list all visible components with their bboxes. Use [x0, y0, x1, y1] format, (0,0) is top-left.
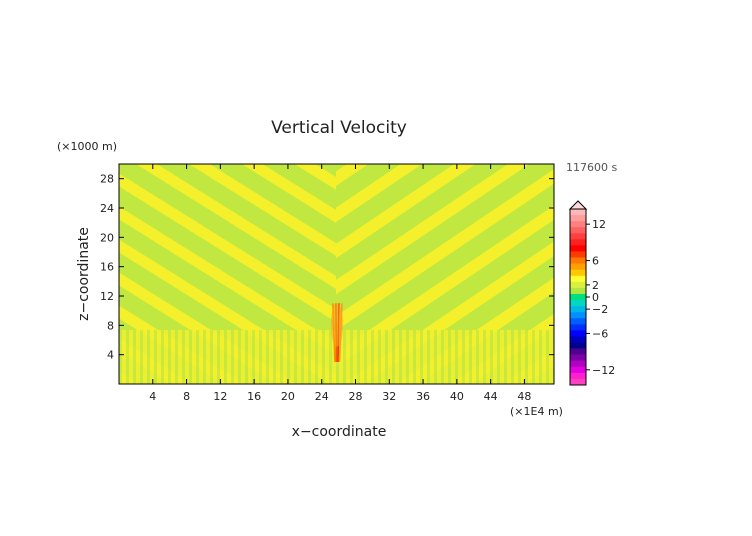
x-tick-label: 36 — [416, 390, 430, 403]
colorbar-swatch — [570, 318, 586, 325]
y-tick-label: 4 — [107, 349, 114, 362]
colorbar-label: 6 — [592, 255, 599, 268]
colorbar-swatch — [570, 306, 586, 313]
colorbar-swatch — [570, 209, 586, 216]
x-tick-label: 40 — [450, 390, 464, 403]
x-tick-label: 8 — [183, 390, 190, 403]
colorbar-swatch — [570, 227, 586, 234]
colorbar: 12 6 20−2 −6 −12 — [568, 200, 615, 386]
x-tick-label: 16 — [247, 390, 261, 403]
chart-title: Vertical Velocity — [271, 118, 407, 138]
y-tick-label: 28 — [100, 173, 114, 186]
y-unit-label: (×1000 m) — [57, 140, 117, 153]
colorbar-swatch — [570, 233, 586, 240]
colorbar-label: −6 — [592, 327, 608, 340]
y-tick-label: 8 — [107, 319, 114, 332]
colorbar-swatch — [570, 366, 586, 374]
colorbar-label: 12 — [592, 218, 606, 231]
colorbar-swatch — [570, 239, 586, 246]
colorbar-swatch — [570, 330, 586, 337]
colorbar-swatch — [570, 269, 586, 277]
time-label: 117600 s — [566, 161, 617, 174]
y-tick-label: 16 — [100, 261, 114, 274]
x-unit-label: (×1E4 m) — [510, 405, 563, 418]
colorbar-label: 2 — [592, 279, 599, 292]
colorbar-swatch — [570, 342, 586, 349]
x-tick-label: 48 — [517, 390, 531, 403]
y-tick-label: 20 — [100, 231, 114, 244]
x-tick-label: 12 — [213, 390, 227, 403]
updraft-blob — [330, 302, 343, 347]
colorbar-overflow-triangle — [568, 200, 588, 210]
colorbar-label: −12 — [592, 364, 615, 377]
heatmap-field — [119, 164, 554, 384]
colorbar-label: 0 — [592, 291, 599, 304]
colorbar-swatch — [570, 251, 586, 258]
x-tick-label: 24 — [315, 390, 329, 403]
colorbar-label: −2 — [592, 303, 608, 316]
colorbar-swatch — [570, 221, 586, 228]
colorbar-swatch — [570, 336, 586, 343]
colorbar-swatch — [570, 372, 586, 380]
colorbar-swatch — [570, 312, 586, 319]
colorbar-swatch — [570, 348, 586, 355]
colorbar-swatch — [570, 275, 586, 283]
y-axis: 4 8 12 16 20 24 28 — [100, 173, 554, 362]
colorbar-swatch — [570, 378, 586, 386]
x-tick-label: 20 — [281, 390, 295, 403]
y-axis-label: z−coordinate — [76, 227, 92, 321]
x-tick-label: 44 — [484, 390, 498, 403]
colorbar-swatch — [570, 245, 586, 252]
x-tick-label: 32 — [382, 390, 396, 403]
x-axis: 4 8 12 16 20 24 28 32 36 40 44 48 — [149, 164, 531, 403]
colorbar-swatch — [570, 360, 586, 368]
colorbar-swatch — [570, 293, 586, 301]
colorbar-swatch — [570, 215, 586, 222]
x-tick-label: 28 — [349, 390, 363, 403]
y-tick-label: 24 — [100, 202, 114, 215]
y-tick-label: 12 — [100, 290, 114, 303]
colorbar-swatch — [570, 281, 586, 289]
colorbar-swatch — [570, 257, 586, 264]
plot-frame — [118, 163, 555, 385]
colorbar-swatch — [570, 300, 586, 307]
updraft-core — [330, 302, 343, 363]
colorbar-swatch — [570, 354, 586, 362]
x-axis-label: x−coordinate — [292, 424, 387, 440]
x-tick-label: 4 — [149, 390, 156, 403]
colorbar-swatch — [570, 287, 586, 295]
colorbar-swatch — [570, 324, 586, 331]
colorbar-swatch — [570, 263, 586, 270]
